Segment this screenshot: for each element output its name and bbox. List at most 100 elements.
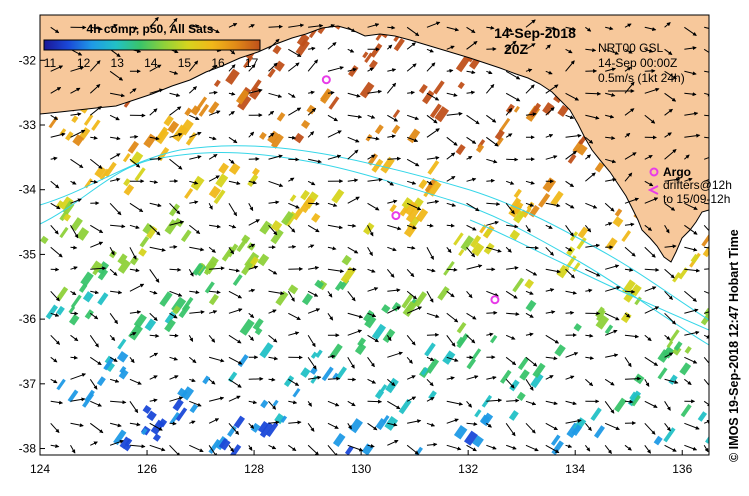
current-vector [367,268,376,273]
current-vector [288,331,300,336]
sst-pixel [175,407,188,422]
current-vector [565,400,577,406]
argo-float-icon [391,211,401,221]
current-vector [505,246,512,253]
current-vector [406,136,419,143]
current-vector [684,92,697,97]
current-vector [268,38,280,50]
current-vector [466,224,477,231]
current-vector [228,136,238,144]
sst-pixel [420,366,429,376]
current-vector [327,66,344,72]
current-vector [367,23,380,28]
current-vector [50,156,58,161]
current-vector [565,246,573,252]
sst-pixel [229,444,242,455]
current-vector [70,180,77,185]
current-vector [268,154,283,160]
current-vector [308,23,324,28]
current-vector [268,268,278,275]
sst-pixel [202,375,211,385]
current-vector [605,264,620,270]
current-vector [624,172,633,182]
sst-pixel [252,167,260,176]
current-vector [50,246,63,258]
current-vector [525,202,535,207]
current-vector [446,26,460,32]
sst-pixel [59,128,67,136]
sst-pixel [177,387,188,399]
current-vector [169,290,183,297]
current-vector [248,445,253,451]
colorbar-tick-label: 12 [77,56,91,70]
current-vector [704,178,709,182]
sst-pixel [117,259,131,274]
x-tick-label: 128 [244,462,264,476]
sst-pixel [422,90,435,105]
current-vector [466,177,477,182]
current-vector [525,112,537,117]
current-vector [248,288,256,293]
sst-pixel [133,313,147,329]
current-vector [525,245,540,250]
current-vector [90,312,99,320]
current-vector [387,288,401,293]
current-vector [129,247,137,260]
current-vectors [50,16,709,455]
current-vector [684,422,700,430]
sst-pixel [72,134,84,147]
current-vector [307,357,317,370]
sst-pixel [673,341,683,351]
current-vector [387,134,396,139]
current-vector [228,203,237,217]
current-vector [109,114,120,121]
current-vector [110,136,121,141]
sst-pixel [96,376,106,387]
current-vector [446,223,455,228]
sst-pixel [424,178,438,193]
current-vector [426,92,440,101]
current-vector [387,439,399,446]
current-vector [189,310,205,315]
current-vector [208,154,218,160]
current-vector [684,224,698,235]
current-vector [644,114,656,124]
current-vector [70,355,79,360]
current-vector [664,48,673,55]
sst-pixel [218,438,231,451]
current-vector [129,158,141,168]
colorbar: 4h comp, p50, All Sats 11 12 13 14 15 16 17 [43,22,261,70]
current-vector [248,422,255,429]
current-vector [446,312,459,323]
current-vector [268,290,285,296]
current-vector [307,59,318,72]
current-vector [585,26,592,32]
sst-pixel [391,302,401,312]
current-vector [288,177,295,182]
current-vector [565,48,573,54]
sst-pixel [250,79,262,93]
sst-pixel [573,323,582,332]
sst-pixel [84,309,94,320]
sst-pixel [332,433,346,447]
current-vector [149,136,160,141]
sst-pixel [418,83,428,94]
current-vector [70,290,77,296]
current-vector [109,334,116,341]
current-vector [466,26,476,34]
current-vector [703,356,709,367]
current-vector [525,422,536,434]
current-vector [624,108,635,116]
current-vector [703,420,709,424]
current-vector [505,334,516,340]
current-vector [664,444,677,452]
current-vector [704,114,709,117]
current-vector [367,312,377,318]
current-vector [90,224,104,234]
current-vector [347,178,359,183]
current-vector [367,247,373,257]
current-vector [525,379,534,391]
current-vector [70,373,87,380]
current-vector [505,107,513,116]
current-vector [288,23,305,28]
